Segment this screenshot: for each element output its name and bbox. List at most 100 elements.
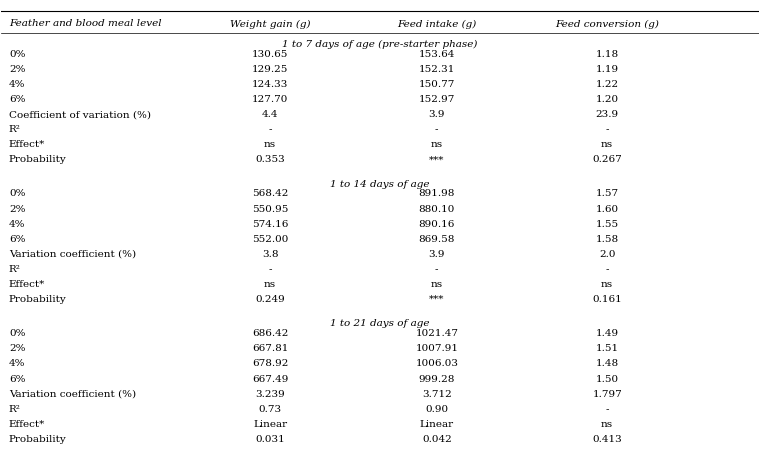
Text: 124.33: 124.33 [252,80,288,89]
Text: R²: R² [9,125,21,134]
Text: Effect*: Effect* [9,420,45,429]
Text: 6%: 6% [9,95,26,104]
Text: ns: ns [431,280,443,289]
Text: ns: ns [601,140,613,149]
Text: 0.042: 0.042 [422,435,451,444]
Text: ns: ns [601,420,613,429]
Text: 1.22: 1.22 [596,80,619,89]
Text: 1.797: 1.797 [592,390,622,399]
Text: 152.31: 152.31 [419,65,455,74]
Text: Feed intake (g): Feed intake (g) [397,20,477,29]
Text: 3.9: 3.9 [429,250,445,259]
Text: Variation coefficient (%): Variation coefficient (%) [9,390,136,399]
Text: 1.49: 1.49 [596,329,619,338]
Text: 153.64: 153.64 [419,49,455,59]
Text: 574.16: 574.16 [252,220,288,229]
Text: 0.73: 0.73 [258,405,282,414]
Text: -: - [268,125,272,134]
Text: 1007.91: 1007.91 [415,344,458,353]
Text: 2%: 2% [9,65,26,74]
Text: 4%: 4% [9,80,26,89]
Text: 0.267: 0.267 [592,155,622,164]
Text: Coefficient of variation (%): Coefficient of variation (%) [9,110,151,119]
Text: 0.249: 0.249 [255,295,285,304]
Text: -: - [606,125,609,134]
Text: 3.9: 3.9 [429,110,445,119]
Text: 667.49: 667.49 [252,375,288,384]
Text: ns: ns [264,140,277,149]
Text: ns: ns [264,280,277,289]
Text: 1.20: 1.20 [596,95,619,104]
Text: Linear: Linear [420,420,454,429]
Text: 1 to 21 days of age: 1 to 21 days of age [331,320,429,328]
Text: 150.77: 150.77 [419,80,455,89]
Text: Weight gain (g): Weight gain (g) [230,20,310,29]
Text: Feather and blood meal level: Feather and blood meal level [9,20,162,29]
Text: ***: *** [429,295,445,304]
Text: Effect*: Effect* [9,140,45,149]
Text: 1 to 7 days of age (pre-starter phase): 1 to 7 days of age (pre-starter phase) [282,40,478,49]
Text: ***: *** [429,155,445,164]
Text: 152.97: 152.97 [419,95,455,104]
Text: 678.92: 678.92 [252,360,288,369]
Text: 130.65: 130.65 [252,49,288,59]
Text: 0.353: 0.353 [255,155,285,164]
Text: 869.58: 869.58 [419,235,455,244]
Text: 1 to 14 days of age: 1 to 14 days of age [331,180,429,188]
Text: 1.18: 1.18 [596,49,619,59]
Text: -: - [606,265,609,274]
Text: -: - [435,125,439,134]
Text: ns: ns [601,280,613,289]
Text: 1.57: 1.57 [596,189,619,198]
Text: Probability: Probability [9,295,67,304]
Text: 1.58: 1.58 [596,235,619,244]
Text: Linear: Linear [253,420,287,429]
Text: 1.50: 1.50 [596,375,619,384]
Text: 4%: 4% [9,220,26,229]
Text: 1.55: 1.55 [596,220,619,229]
Text: 6%: 6% [9,375,26,384]
Text: Feed conversion (g): Feed conversion (g) [556,20,659,29]
Text: -: - [606,405,609,414]
Text: -: - [268,265,272,274]
Text: -: - [435,265,439,274]
Text: 3.712: 3.712 [422,390,451,399]
Text: ns: ns [431,140,443,149]
Text: 3.8: 3.8 [262,250,278,259]
Text: 4%: 4% [9,360,26,369]
Text: 568.42: 568.42 [252,189,288,198]
Text: 0%: 0% [9,189,26,198]
Text: 6%: 6% [9,235,26,244]
Text: 1.51: 1.51 [596,344,619,353]
Text: 1.60: 1.60 [596,205,619,213]
Text: 890.16: 890.16 [419,220,455,229]
Text: 2.0: 2.0 [599,250,616,259]
Text: 1.19: 1.19 [596,65,619,74]
Text: 999.28: 999.28 [419,375,455,384]
Text: 0.90: 0.90 [426,405,448,414]
Text: 1021.47: 1021.47 [415,329,458,338]
Text: 891.98: 891.98 [419,189,455,198]
Text: 2%: 2% [9,205,26,213]
Text: 0.031: 0.031 [255,435,285,444]
Text: 2%: 2% [9,344,26,353]
Text: 4.4: 4.4 [262,110,278,119]
Text: 552.00: 552.00 [252,235,288,244]
Text: Variation coefficient (%): Variation coefficient (%) [9,250,136,259]
Text: R²: R² [9,405,21,414]
Text: 23.9: 23.9 [596,110,619,119]
Text: 0%: 0% [9,49,26,59]
Text: 129.25: 129.25 [252,65,288,74]
Text: 1.48: 1.48 [596,360,619,369]
Text: 0.161: 0.161 [592,295,622,304]
Text: 127.70: 127.70 [252,95,288,104]
Text: 880.10: 880.10 [419,205,455,213]
Text: 0%: 0% [9,329,26,338]
Text: Effect*: Effect* [9,280,45,289]
Text: Probability: Probability [9,155,67,164]
Text: 550.95: 550.95 [252,205,288,213]
Text: 667.81: 667.81 [252,344,288,353]
Text: 3.239: 3.239 [255,390,285,399]
Text: 0.413: 0.413 [592,435,622,444]
Text: Probability: Probability [9,435,67,444]
